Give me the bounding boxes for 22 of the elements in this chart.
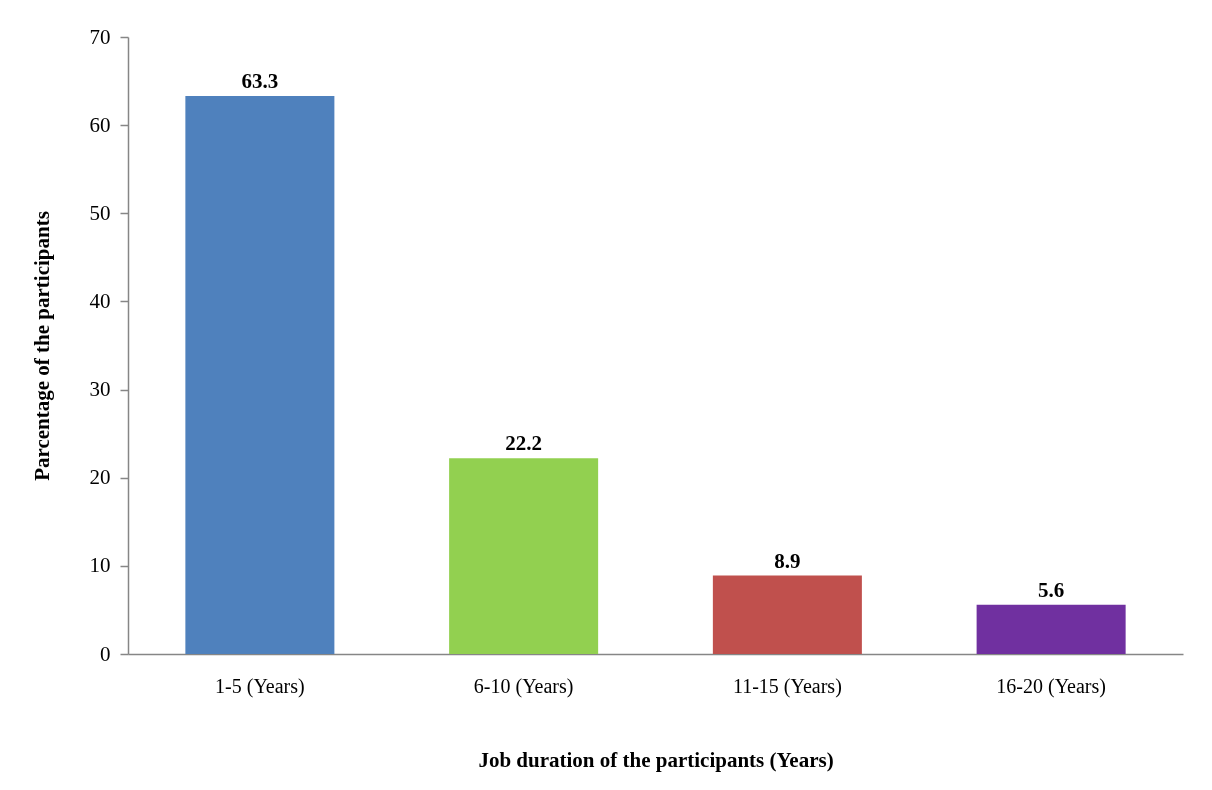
y-tick-label: 20 [89, 465, 111, 490]
bar [185, 96, 335, 654]
bar [712, 575, 862, 654]
data-label: 63.3 [241, 69, 279, 94]
y-tick-label: 30 [89, 377, 111, 402]
y-tick-label: 50 [89, 200, 111, 225]
x-tick-label: 16-20 (Years) [996, 674, 1106, 698]
bar [449, 458, 599, 654]
y-axis-title: Parcentage of the participants [29, 211, 54, 481]
x-tick-label: 6-10 (Years) [473, 674, 574, 698]
x-tick-label: 11-15 (Years) [732, 674, 842, 698]
y-tick-label: 40 [89, 288, 111, 313]
data-label: 22.2 [505, 431, 542, 456]
x-axis-title: Job duration of the participants (Years) [478, 747, 834, 772]
y-tick-label: 70 [89, 24, 111, 49]
y-tick-label: 0 [100, 641, 111, 666]
data-label: 5.6 [1038, 577, 1065, 602]
y-tick-label: 10 [89, 553, 111, 578]
data-label: 8.9 [774, 548, 801, 573]
x-tick-label: 1-5 (Years) [215, 674, 305, 698]
bar [976, 604, 1126, 654]
y-tick-label: 60 [89, 112, 111, 137]
